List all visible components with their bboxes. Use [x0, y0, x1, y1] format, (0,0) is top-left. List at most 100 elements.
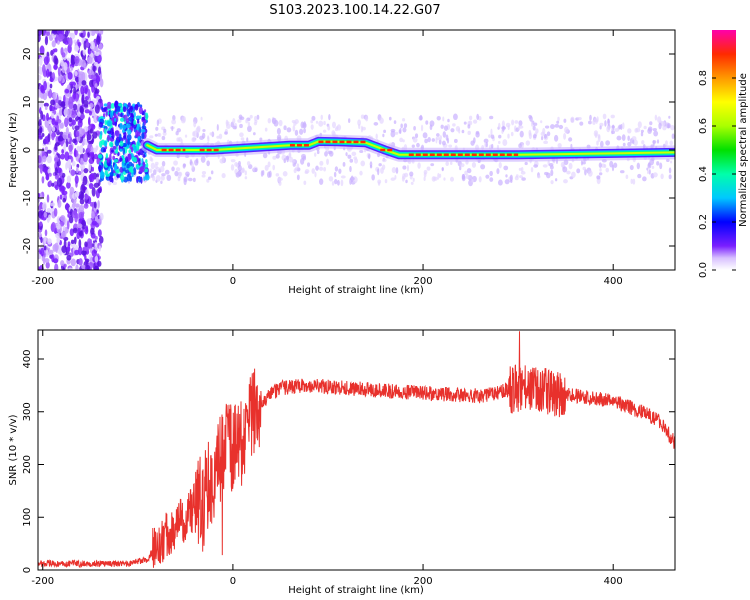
noise-speckle — [84, 226, 89, 235]
noise-speckle — [540, 120, 543, 124]
noise-speckle — [267, 161, 271, 168]
noise-speckle — [48, 172, 52, 177]
noise-speckle — [65, 96, 69, 107]
noise-speckle — [311, 168, 315, 174]
noise-speckle — [524, 161, 528, 166]
noise-speckle — [45, 172, 49, 181]
noise-speckle — [537, 174, 541, 179]
noise-speckle — [56, 115, 60, 122]
noise-speckle — [61, 101, 66, 107]
noise-speckle — [254, 119, 258, 124]
noise-speckle — [95, 88, 100, 94]
turbulence-speckle — [108, 175, 113, 183]
noise-speckle — [70, 239, 75, 244]
spectrogram-content — [38, 30, 675, 270]
noise-speckle — [194, 159, 199, 166]
noise-speckle — [148, 168, 153, 173]
noise-speckle — [301, 153, 307, 160]
noise-speckle — [88, 69, 94, 76]
noise-speckle — [69, 81, 75, 86]
noise-speckle — [245, 118, 249, 124]
noise-speckle — [550, 124, 555, 130]
noise-speckle — [171, 125, 174, 132]
noise-speckle — [458, 128, 461, 134]
noise-speckle — [328, 114, 331, 121]
noise-speckle — [49, 202, 56, 207]
noise-speckle — [67, 37, 73, 47]
turbulence-speckle — [138, 158, 141, 166]
noise-speckle — [68, 96, 74, 104]
noise-speckle — [249, 114, 253, 119]
noise-speckle — [607, 118, 611, 126]
turbulence-speckle — [141, 116, 145, 121]
noise-speckle — [216, 135, 220, 139]
noise-speckle — [96, 158, 101, 165]
noise-speckle — [43, 245, 47, 251]
y-tick-label: -20 — [22, 238, 33, 254]
x-tick-label: -200 — [31, 276, 54, 287]
noise-speckle — [303, 180, 307, 186]
noise-speckle — [630, 178, 634, 184]
noise-speckle — [57, 199, 62, 208]
noise-speckle — [596, 175, 601, 180]
noise-speckle — [410, 181, 414, 185]
turbulence-speckle — [119, 122, 123, 130]
turbulence-speckle — [134, 103, 139, 111]
noise-speckle — [74, 236, 77, 245]
noise-speckle — [176, 128, 182, 133]
noise-speckle — [70, 54, 76, 65]
noise-speckle — [292, 158, 295, 165]
noise-speckle — [153, 169, 157, 176]
snr-panel: -200 0 200 400 0 100 200 300 400 Height of strai… — [8, 329, 676, 596]
noise-speckle — [42, 92, 48, 101]
noise-speckle — [610, 114, 615, 119]
noise-speckle — [78, 258, 83, 266]
noise-speckle — [461, 129, 465, 134]
noise-speckle — [436, 116, 441, 121]
x-tick-label: 200 — [414, 576, 433, 587]
noise-speckle — [237, 119, 242, 123]
noise-speckle — [599, 167, 602, 172]
noise-speckle — [89, 151, 95, 158]
noise-speckle — [154, 133, 158, 137]
noise-speckle — [162, 131, 167, 136]
noise-speckle — [66, 175, 72, 184]
noise-speckle — [510, 179, 513, 183]
noise-speckle — [445, 161, 449, 166]
noise-speckle — [98, 218, 102, 226]
noise-speckle — [75, 264, 79, 270]
noise-speckle — [264, 127, 268, 132]
noise-speckle — [73, 148, 77, 158]
noise-speckle — [562, 166, 568, 173]
noise-speckle — [44, 36, 49, 46]
noise-speckle — [99, 78, 104, 88]
noise-speckle — [577, 117, 582, 121]
noise-speckle — [51, 118, 56, 126]
noise-speckle — [91, 124, 96, 130]
noise-speckle — [206, 178, 210, 183]
noise-speckle — [77, 118, 83, 128]
noise-speckle — [480, 164, 486, 170]
noise-speckle — [70, 108, 77, 119]
noise-speckle — [333, 179, 338, 185]
noise-speckle — [390, 130, 396, 138]
noise-speckle — [62, 131, 68, 140]
noise-speckle — [322, 129, 327, 133]
noise-speckle — [640, 129, 644, 133]
noise-speckle — [378, 163, 382, 167]
noise-speckle — [191, 136, 196, 143]
noise-speckle — [74, 191, 80, 198]
noise-speckle — [283, 158, 287, 164]
turbulence-speckle — [123, 131, 127, 139]
noise-speckle — [627, 128, 632, 134]
noise-speckle — [528, 132, 532, 140]
noise-speckle — [182, 163, 186, 169]
noise-speckle — [44, 105, 48, 111]
turbulence-speckle — [104, 170, 108, 176]
noise-speckle — [230, 164, 235, 171]
x-tick-label: 0 — [230, 576, 236, 587]
y-tick-label: 100 — [22, 508, 33, 527]
noise-speckle — [652, 128, 657, 132]
noise-speckle — [496, 168, 500, 175]
noise-speckle — [84, 241, 88, 248]
